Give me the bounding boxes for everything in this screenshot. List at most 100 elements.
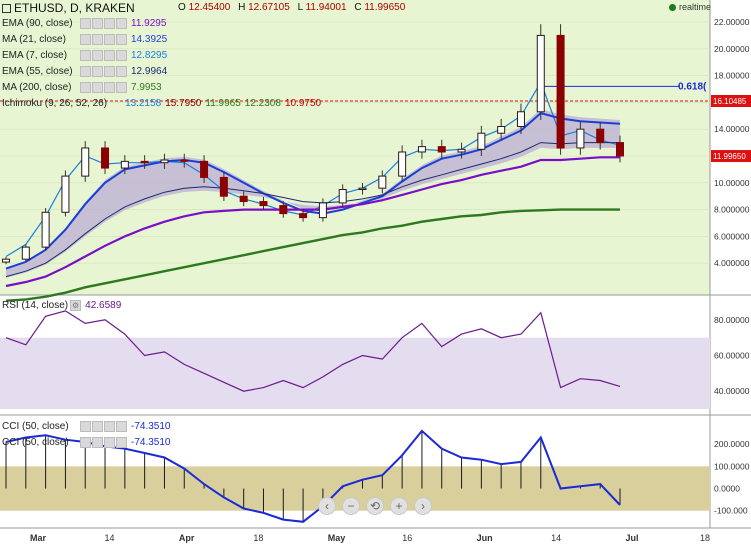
eye-icon[interactable] [80, 81, 91, 93]
rsi-band [0, 337, 710, 409]
candle-body [2, 258, 10, 263]
eye-icon[interactable] [80, 33, 91, 45]
eye-icon[interactable] [80, 65, 91, 77]
realtime-dot-icon [668, 3, 676, 11]
add-icon[interactable] [104, 17, 115, 29]
x-axis-tick-label: 14 [551, 533, 561, 543]
add-icon[interactable] [104, 49, 115, 61]
add-icon[interactable] [104, 436, 115, 448]
candle-body [358, 187, 367, 191]
price-y-tick-label: 6.000000 [714, 231, 750, 241]
close-icon[interactable] [116, 420, 127, 432]
indicator-value: 11.9295 [131, 17, 167, 29]
symbol-title: ETHUSD, D, KRAKEN [2, 1, 135, 15]
candle-body [279, 205, 288, 215]
indicator-label: EMA (90, close) [2, 17, 73, 29]
zoom-in-button[interactable]: + [390, 497, 408, 515]
ichimoku-kijun-value: 15.7950 [165, 97, 202, 109]
cci-y-tick-label: 0.0000 [714, 484, 740, 494]
eye-icon[interactable] [80, 17, 91, 29]
rsi-controls[interactable]: ⚙ [70, 299, 82, 311]
settings-icon[interactable] [92, 65, 103, 77]
candle-body [556, 34, 565, 149]
indicator-controls[interactable] [80, 17, 127, 29]
close-icon[interactable] [116, 17, 127, 29]
indicator-legend-row[interactable]: EMA (7, close) 12.8295 [2, 48, 167, 62]
cci-value-1: -74.3510 [131, 420, 171, 432]
zoom-toolbar: ‹ − ⟲ + › [318, 497, 432, 515]
close-icon[interactable] [116, 65, 127, 77]
candle-body [437, 146, 446, 153]
cci-y-tick-label: 100.0000 [714, 461, 750, 471]
indicator-label: MA (21, close) [2, 33, 66, 45]
symbol-label: ETHUSD, D, KRAKEN [14, 1, 135, 15]
add-icon[interactable] [104, 65, 115, 77]
indicator-value: 7.9953 [131, 81, 162, 93]
close-icon[interactable] [116, 436, 127, 448]
price-tag [711, 150, 751, 163]
x-axis-tick-label: 18 [253, 533, 263, 543]
series-line-ema-55-close- [5, 142, 620, 278]
settings-icon[interactable]: ⚙ [70, 299, 82, 311]
candle-body [61, 175, 70, 213]
ichimoku-legend[interactable]: Ichimoku (9, 26, 52, 26) 13.2158 15.7950… [2, 97, 322, 109]
scroll-right-icon[interactable]: › [414, 497, 432, 515]
candle-body [536, 34, 545, 113]
price-y-tick-label: 4.000000 [714, 258, 750, 268]
eye-icon[interactable] [80, 436, 91, 448]
add-icon[interactable] [104, 33, 115, 45]
settings-icon[interactable] [92, 81, 103, 93]
close-icon[interactable] [116, 33, 127, 45]
rsi-y-tick-label: 80.00000 [714, 315, 750, 325]
collapse-icon[interactable] [2, 3, 11, 13]
settings-icon[interactable] [92, 17, 103, 29]
price-y-tick-label: 22.00000 [714, 17, 750, 27]
indicator-legend-row[interactable]: MA (21, close) 14.3925 [2, 32, 167, 46]
settings-icon[interactable] [92, 436, 103, 448]
settings-icon[interactable] [92, 420, 103, 432]
add-icon[interactable] [104, 81, 115, 93]
candle-body [338, 189, 347, 204]
high-value: 12.67105 [248, 2, 290, 13]
candle-body [239, 195, 248, 203]
ichimoku-tenkan-value: 13.2158 [125, 97, 162, 109]
settings-icon[interactable] [92, 49, 103, 61]
cci-legend-2[interactable]: CCI (50, close) -74.3510 [2, 436, 171, 448]
x-axis-tick-label: Jul [626, 533, 639, 543]
cci-legend-1[interactable]: CCI (50, close) -74.3510 [2, 420, 171, 432]
candle-body [200, 160, 209, 178]
candle-body [516, 111, 525, 128]
indicator-controls[interactable] [80, 65, 127, 77]
candle-body [398, 151, 407, 177]
candle-body [21, 246, 30, 260]
candle-body [81, 147, 90, 177]
indicator-legend-row[interactable]: EMA (90, close) 11.9295 [2, 16, 166, 30]
add-icon[interactable] [104, 420, 115, 432]
indicator-legend-row[interactable]: EMA (55, close) 12.9964 [2, 64, 167, 78]
settings-icon[interactable] [92, 33, 103, 45]
indicator-controls[interactable] [80, 81, 127, 93]
indicator-legend-row[interactable]: MA (200, close) 7.9953 [2, 80, 162, 94]
eye-icon[interactable] [80, 49, 91, 61]
cci-y-tick-label: -100.000 [714, 506, 748, 516]
x-axis-tick-label: Apr [179, 533, 195, 543]
candle-body [378, 175, 387, 189]
reset-zoom-button[interactable]: ⟲ [366, 497, 384, 515]
rsi-value: 42.6589 [85, 299, 122, 311]
ohlc-readout: O 12.45400 H 12.67105 L 11.94001 C 11.99… [178, 2, 406, 13]
indicator-controls[interactable] [80, 49, 127, 61]
y-axis-background [710, 0, 751, 546]
rsi-legend[interactable]: RSI (14, close) ⚙ 42.6589 [2, 299, 122, 311]
eye-icon[interactable] [80, 420, 91, 432]
indicator-controls[interactable] [80, 33, 127, 45]
candle-body [259, 201, 268, 207]
close-icon[interactable] [116, 81, 127, 93]
price-y-tick-label: 10.00000 [714, 178, 750, 188]
candle-body [616, 142, 624, 157]
zoom-out-button[interactable]: − [342, 497, 360, 515]
close-icon[interactable] [116, 49, 127, 61]
scroll-left-icon[interactable]: ‹ [318, 497, 336, 515]
ichimoku-spanA-value: 12.2308 [244, 97, 281, 109]
